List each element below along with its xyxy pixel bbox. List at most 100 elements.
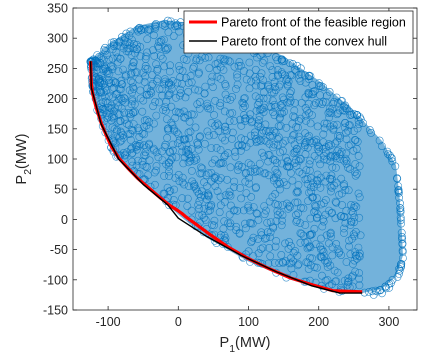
scatter-point: [263, 218, 272, 227]
scatter-point: [103, 69, 112, 78]
scatter-point: [290, 130, 299, 139]
scatter-point: [318, 271, 326, 280]
scatter-point: [296, 154, 304, 163]
scatter-point: [107, 104, 116, 113]
scatter-point: [289, 149, 298, 157]
scatter-point: [147, 81, 156, 90]
scatter-point: [225, 117, 234, 125]
scatter-point: [334, 132, 342, 140]
scatter-point: [315, 82, 324, 91]
scatter-point: [311, 201, 319, 210]
scatter-point: [284, 77, 293, 86]
scatter-point: [198, 164, 207, 173]
scatter-point: [180, 107, 188, 116]
scatter-point: [105, 55, 113, 64]
scatter-point: [287, 87, 296, 96]
scatter-point: [135, 140, 144, 148]
scatter-point: [339, 106, 347, 115]
scatter-point: [134, 24, 143, 33]
scatter-point: [297, 203, 305, 212]
scatter-point: [203, 182, 211, 190]
scatter-point: [347, 273, 356, 281]
scatter-point: [145, 156, 154, 165]
scatter-point: [128, 97, 137, 106]
scatter-point: [136, 86, 145, 95]
scatter-point: [326, 228, 335, 237]
scatter-point: [108, 54, 117, 63]
scatter-point: [140, 78, 149, 86]
scatter-point: [194, 200, 203, 209]
scatter-point: [312, 194, 321, 202]
scatter-point: [121, 72, 130, 81]
scatter-point: [165, 89, 174, 98]
scatter-point: [289, 131, 297, 140]
scatter-point: [104, 112, 113, 121]
scatter-point: [239, 206, 248, 215]
scatter-point: [248, 117, 257, 126]
scatter-point: [203, 127, 212, 136]
scatter-point: [310, 137, 318, 146]
scatter-point: [101, 43, 109, 52]
scatter-point: [296, 155, 305, 164]
scatter-point: [117, 76, 126, 85]
scatter-point: [190, 180, 198, 189]
scatter-point: [347, 217, 355, 226]
scatter-point: [260, 210, 269, 219]
scatter-point: [332, 178, 341, 187]
scatter-point: [178, 147, 187, 156]
scatter-point: [335, 134, 344, 143]
scatter-point: [273, 207, 282, 215]
scatter-point: [164, 78, 173, 87]
scatter-point: [285, 59, 294, 67]
scatter-point: [214, 176, 223, 185]
scatter-point: [206, 104, 215, 113]
scatter-point: [290, 106, 299, 115]
scatter-point: [229, 206, 238, 215]
scatter-point: [200, 204, 209, 213]
scatter-point: [317, 234, 325, 243]
scatter-point: [257, 81, 266, 89]
scatter-point: [355, 193, 364, 202]
scatter-point: [171, 19, 180, 28]
scatter-point: [125, 86, 134, 95]
scatter-point: [272, 217, 281, 225]
scatter-point: [269, 176, 278, 185]
scatter-point: [179, 55, 188, 63]
scatter-point: [355, 213, 364, 222]
scatter-point: [220, 217, 229, 226]
scatter-point: [385, 151, 394, 160]
scatter-point: [251, 65, 260, 74]
scatter-point: [91, 56, 100, 65]
scatter-point: [245, 58, 254, 67]
scatter-point: [205, 64, 214, 73]
scatter-point: [152, 60, 160, 69]
scatter-point: [346, 250, 355, 259]
y-tick-label: 200: [47, 92, 68, 106]
scatter-point: [265, 243, 274, 252]
scatter-point: [135, 23, 144, 32]
scatter-point: [225, 210, 234, 219]
scatter-point: [160, 172, 168, 180]
scatter-point: [240, 94, 249, 102]
scatter-point: [219, 224, 228, 233]
scatter-point: [355, 252, 364, 261]
scatter-point: [313, 122, 322, 131]
scatter-point: [322, 92, 331, 100]
scatter-point: [288, 60, 297, 68]
scatter-point: [305, 230, 314, 239]
scatter-point: [299, 204, 308, 213]
scatter-point: [240, 111, 248, 119]
scatter-point: [110, 40, 118, 49]
scatter-point: [279, 258, 287, 267]
scatter-point: [337, 174, 346, 183]
scatter-point: [108, 62, 117, 71]
scatter-point: [354, 189, 363, 198]
scatter-point: [266, 228, 275, 237]
scatter-point: [127, 149, 136, 158]
scatter-point: [119, 65, 127, 74]
scatter-point: [177, 142, 186, 150]
scatter-point: [306, 156, 314, 165]
scatter-point: [260, 202, 269, 210]
axis-ticks: -100 0 100 200 300 -150 -100 -50 0 50 100 150 200 250…: [43, 2, 417, 329]
scatter-point: [293, 216, 301, 225]
